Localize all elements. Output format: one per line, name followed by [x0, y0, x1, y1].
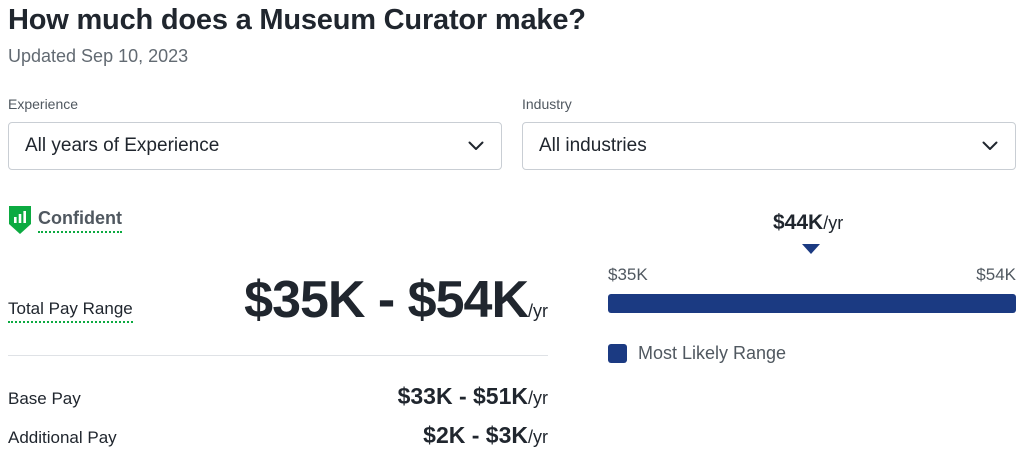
- chevron-down-icon: [467, 137, 485, 155]
- range-min-label: $35K: [608, 265, 648, 284]
- page-title: How much does a Museum Curator make?: [8, 4, 586, 36]
- base-pay-value: $33K - $51K: [397, 383, 528, 409]
- total-pay-range: $35K - $54K /yr: [244, 270, 548, 330]
- total-pay-label[interactable]: Total Pay Range: [8, 299, 133, 323]
- legend-swatch: [608, 344, 627, 363]
- total-pay-unit: /yr: [528, 301, 548, 321]
- median-marker: [802, 244, 820, 254]
- total-pay-value: $35K - $54K: [244, 271, 529, 329]
- additional-pay-label: Additional Pay: [8, 428, 117, 447]
- updated-date: Updated Sep 10, 2023: [8, 46, 189, 66]
- legend-label: Most Likely Range: [638, 343, 787, 363]
- confidence-label: Confident: [38, 208, 122, 233]
- median-pay-value: $44K: [773, 211, 824, 234]
- additional-pay-value: $2K - $3K: [423, 422, 528, 448]
- divider: [8, 355, 548, 356]
- industry-select-value: All industries: [539, 135, 647, 156]
- range-max-label: $54K: [976, 265, 1016, 284]
- industry-label: Industry: [522, 96, 572, 112]
- range-legend: Most Likely Range: [608, 343, 786, 364]
- chevron-down-icon: [981, 137, 999, 155]
- confidence-badge[interactable]: Confident: [8, 205, 122, 235]
- median-pay: $44K /yr: [773, 211, 843, 235]
- industry-select[interactable]: All industries: [522, 122, 1016, 170]
- base-pay-range: $33K - $51K /yr: [398, 383, 548, 410]
- experience-select[interactable]: All years of Experience: [8, 122, 502, 170]
- confidence-shield-icon: [8, 205, 32, 235]
- most-likely-range-bar: [608, 294, 1016, 313]
- additional-pay-range: $2K - $3K /yr: [423, 422, 548, 449]
- median-pay-unit: /yr: [823, 213, 844, 233]
- experience-select-value: All years of Experience: [25, 135, 220, 156]
- base-pay-label: Base Pay: [8, 389, 81, 408]
- additional-pay-unit: /yr: [528, 427, 548, 447]
- experience-label: Experience: [8, 96, 79, 112]
- base-pay-unit: /yr: [528, 388, 548, 408]
